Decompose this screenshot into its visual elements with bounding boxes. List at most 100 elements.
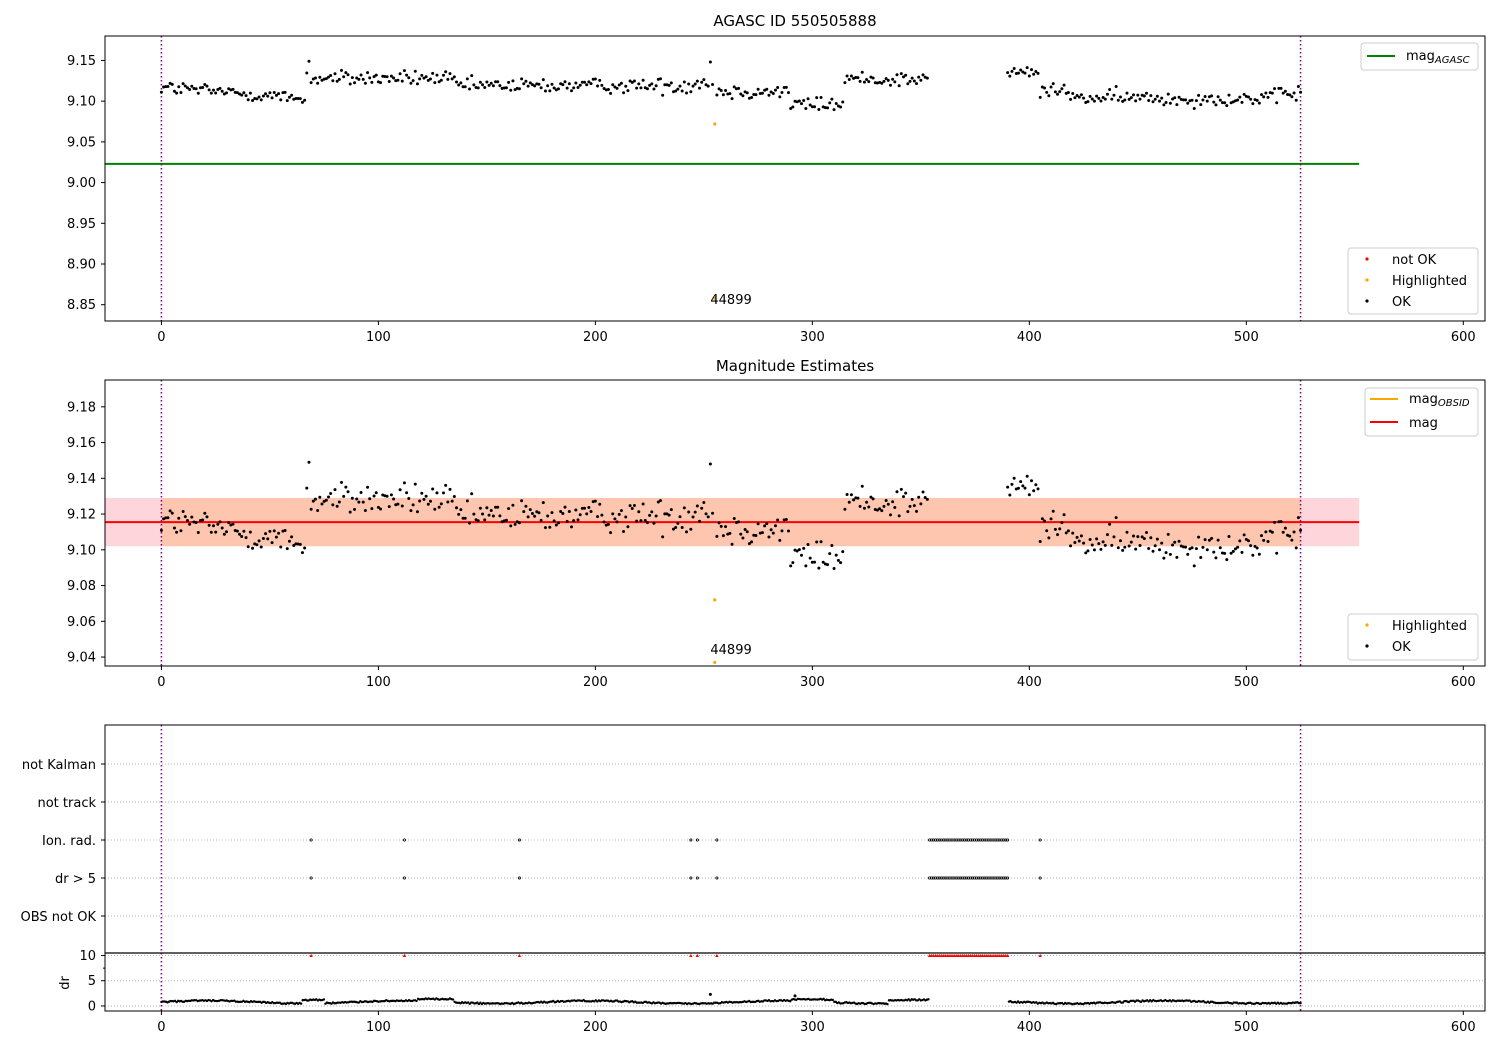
panel1-ok-point — [428, 77, 432, 81]
panel2-ok-point — [209, 530, 213, 534]
panel1-ok-point — [507, 80, 511, 84]
panel1-ok-point — [624, 84, 628, 88]
panel2-ok-point — [1214, 556, 1218, 560]
panel2-ok-point — [904, 491, 908, 495]
panel1-ok-point — [780, 90, 784, 94]
panel1-ok-point — [444, 70, 448, 74]
panel2-xtick-label: 200 — [583, 675, 608, 690]
panel1-ok-point — [478, 80, 482, 84]
panel2-ok-point — [760, 531, 764, 535]
panel2-ok-point — [520, 499, 524, 503]
panel2-ok-point — [882, 504, 886, 508]
panel2-ok-point — [1153, 544, 1157, 548]
panel2-ok-point — [1166, 532, 1170, 536]
panel1-ok-point — [159, 90, 163, 94]
panel2-ok-point — [478, 506, 482, 510]
panel1-ok-point — [407, 76, 411, 80]
panel1-ok-point — [1210, 94, 1214, 98]
panel4-ytick-label: 10 — [79, 949, 96, 964]
panel2-ok-point — [1229, 551, 1233, 555]
panel2-ok-point — [1016, 486, 1020, 490]
panel1-ok-point — [1173, 96, 1177, 100]
panel1-ok-point — [598, 78, 602, 82]
panel2-ok-point — [1270, 530, 1274, 534]
panel1-ok-point — [359, 73, 363, 77]
panel1-ok-point — [350, 76, 354, 80]
panel2-ok-point — [739, 532, 743, 536]
panel1-ok-point — [756, 87, 760, 91]
panel1-ok-point — [196, 91, 200, 95]
panel1-ok-point — [218, 86, 222, 90]
panel1-ytick-label: 8.85 — [67, 298, 96, 313]
panel2-ok-point — [194, 521, 198, 525]
panel1-ok-point — [839, 105, 843, 109]
panel1-ok-point — [183, 84, 187, 88]
panel1-ok-point — [420, 73, 424, 77]
panel2-ok-point — [196, 531, 200, 535]
panel1-ok-point — [1290, 95, 1294, 99]
panel2-ok-point — [218, 520, 222, 524]
panel1-ok-point — [1142, 94, 1146, 98]
panel2-ok-point — [776, 518, 780, 522]
panel1-ok-point — [175, 91, 179, 95]
panel2-ok-point — [305, 486, 309, 490]
panel1-ok-point — [1127, 97, 1131, 101]
panel2-ok-point — [1244, 537, 1248, 541]
panel2-ok-point — [1194, 547, 1198, 551]
panel2-ok-point — [830, 543, 834, 547]
panel1-ok-point — [645, 87, 649, 91]
panel2-ok-point — [598, 502, 602, 506]
panel2-ok-point — [897, 514, 901, 518]
panel2-ok-point — [465, 499, 469, 503]
panel2-ok-point — [797, 548, 801, 552]
panel1-ok-point — [1151, 100, 1155, 104]
panel1-ok-point — [164, 85, 168, 89]
panel1-ok-point — [698, 86, 702, 90]
panel1-ok-point — [446, 77, 450, 81]
panel2-ok-point — [917, 495, 921, 499]
panel2-ok-point — [576, 518, 580, 522]
panel2-ok-point — [311, 499, 315, 503]
panel2-ok-point — [1197, 535, 1201, 539]
panel1-ok-point — [593, 77, 597, 81]
panel2-xtick-label: 500 — [1234, 675, 1259, 690]
panel1-ok-point — [290, 93, 294, 97]
flag-point — [695, 876, 699, 880]
panel2-ok-point — [379, 507, 383, 511]
panel1-ytick-label: 9.15 — [67, 54, 96, 69]
panel2-ok-point — [348, 510, 352, 514]
panel2-ok-point — [650, 510, 654, 514]
panel1-ok-point — [504, 86, 508, 90]
panel2-ok-point — [700, 506, 704, 510]
panel1-ok-point — [1236, 98, 1240, 102]
panel1-ok-point — [1036, 71, 1040, 75]
panel1-ok-point — [897, 84, 901, 88]
panel2-ok-point — [702, 501, 706, 505]
panel2-ok-point — [728, 531, 732, 535]
panel1-ok-point — [548, 89, 552, 93]
panel2-ok-point — [270, 541, 274, 545]
panel2-ok-point — [509, 524, 513, 528]
panel1-ok-point — [266, 94, 270, 98]
panel2-ok-point — [832, 567, 836, 571]
panel2-ok-point — [750, 540, 754, 544]
panel1-title: AGASC ID 550505888 — [713, 12, 876, 30]
panel1-xtick-label: 500 — [1234, 330, 1259, 345]
panel1-ok-point — [1251, 102, 1255, 106]
panel1-ok-point — [1030, 68, 1034, 72]
panel2-ok-point — [1121, 548, 1125, 552]
panel2-ok-point — [643, 518, 647, 522]
panel1-ok-point — [448, 72, 452, 76]
panel2-ok-point — [852, 498, 856, 502]
panel2-ok-point — [181, 509, 185, 513]
panel1-ok-point — [1112, 93, 1116, 97]
panel4-ytick-label: 5 — [88, 974, 96, 989]
panel2-ok-point — [839, 561, 843, 565]
panel2-ok-point — [337, 500, 341, 504]
panel2-ok-point — [843, 507, 847, 511]
panel1-ok-point — [231, 87, 235, 91]
panel1-ok-point — [383, 75, 387, 79]
panel1-ok-point — [283, 90, 287, 94]
panel2-ok-point — [552, 519, 556, 523]
panel2-ok-point — [1051, 509, 1055, 513]
